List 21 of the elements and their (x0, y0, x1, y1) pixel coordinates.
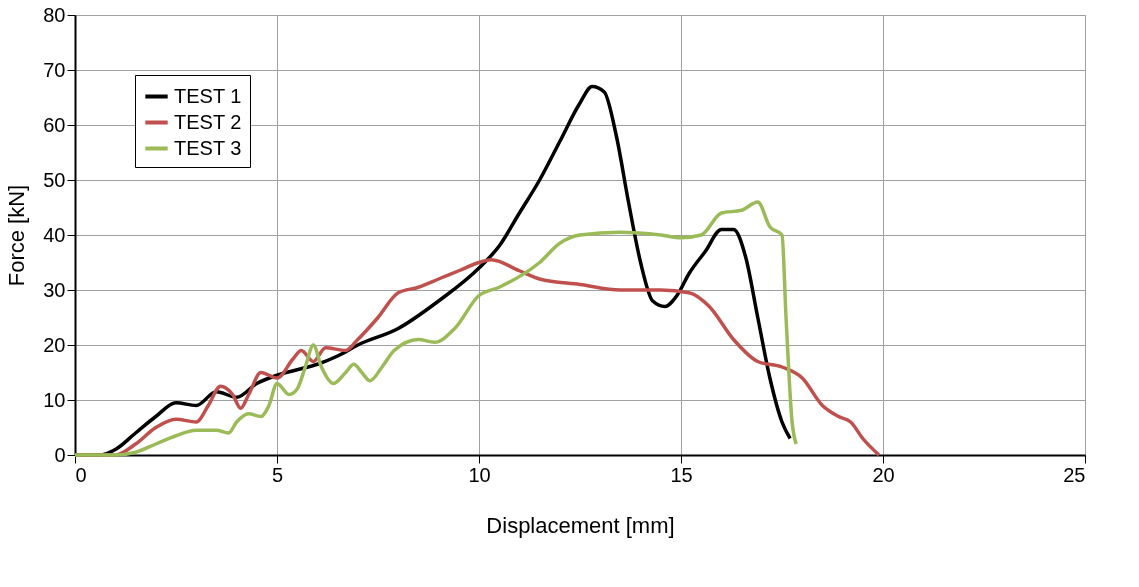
y-tick-label: 30 (43, 278, 66, 301)
y-tick-label: 10 (43, 388, 66, 411)
x-tick-label: 25 (1063, 463, 1086, 486)
y-tick-label: 70 (43, 58, 66, 81)
line-series (73, 200, 798, 457)
y-axis-title: Force [kN] (4, 184, 30, 287)
y-tick-label: 40 (43, 223, 66, 246)
y-tick-label: 60 (43, 113, 66, 136)
x-tick-label: 20 (872, 463, 895, 486)
y-tick-label: 50 (43, 168, 66, 191)
y-tick-label: 0 (54, 443, 66, 466)
y-tick-label: 20 (43, 333, 66, 356)
x-tick-label: 15 (670, 463, 693, 486)
legend-label: TEST 3 (174, 136, 242, 159)
legend-label: TEST 2 (174, 110, 242, 133)
x-axis-title: Displacement [mm] (486, 512, 675, 538)
x-tick-label: 5 (271, 463, 284, 486)
x-tick-label: 10 (468, 463, 491, 486)
y-tick-label: 80 (43, 3, 66, 26)
legend-label: TEST 1 (174, 84, 242, 107)
x-tick-label: 0 (75, 463, 87, 486)
